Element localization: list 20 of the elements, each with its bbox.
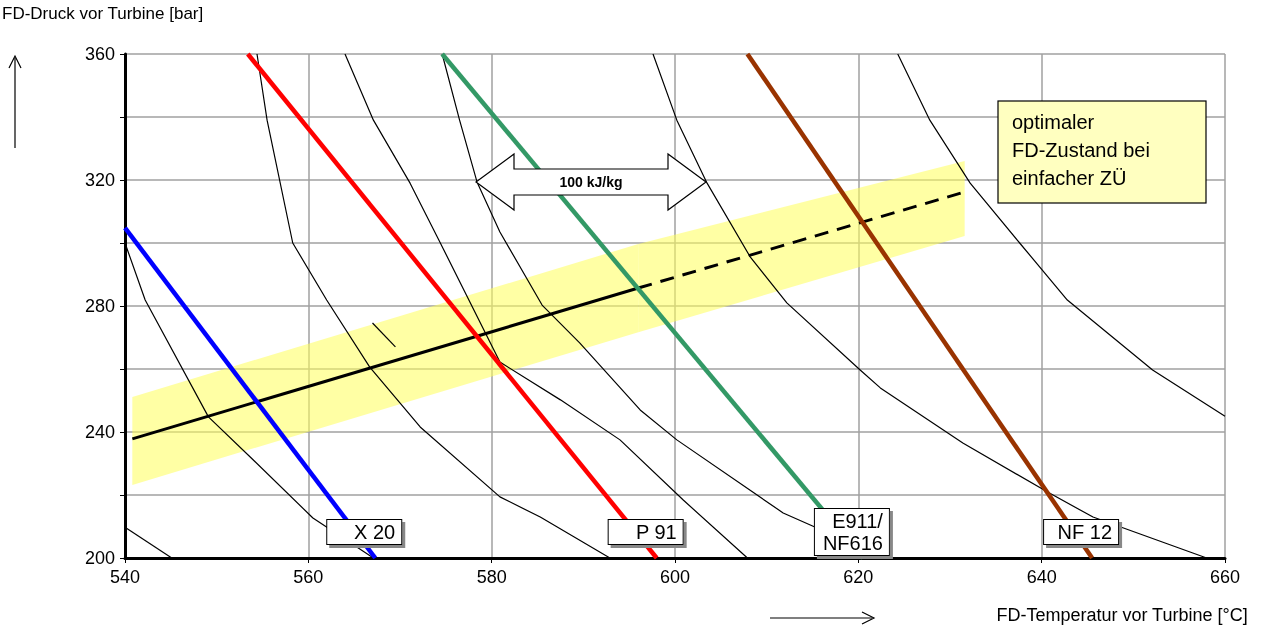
x-tick-label: 540	[109, 567, 141, 587]
x-tick-label: 580	[476, 567, 507, 587]
series-label: P 91	[635, 521, 677, 543]
annotation: optimaler FD-Zustand bei einfacher ZÜ	[1012, 111, 1150, 189]
y-tick-label: 320	[84, 170, 115, 190]
y-axis-title: FD-Druck vor Turbine [bar]	[2, 4, 204, 23]
x-axis-title: FD-Temperatur vor Turbine [°C]	[996, 605, 1248, 625]
y-tick-label: 360	[84, 44, 115, 64]
x-tick-label: 620	[843, 567, 874, 587]
y-tick-label: 200	[84, 548, 115, 568]
annotation: 100 kJ/kg	[559, 174, 623, 190]
x-tick-label: 600	[659, 567, 691, 587]
x-tick-label: 660	[1209, 567, 1241, 587]
x-tick-label: 640	[1026, 567, 1057, 587]
series-label: NF 12	[1057, 521, 1113, 543]
x-tick-label: 560	[293, 567, 324, 587]
series-label: X 20	[354, 521, 396, 543]
y-tick-label: 240	[84, 422, 115, 442]
y-tick-label: 280	[84, 296, 115, 316]
series-label: E911/NF616	[822, 510, 884, 554]
